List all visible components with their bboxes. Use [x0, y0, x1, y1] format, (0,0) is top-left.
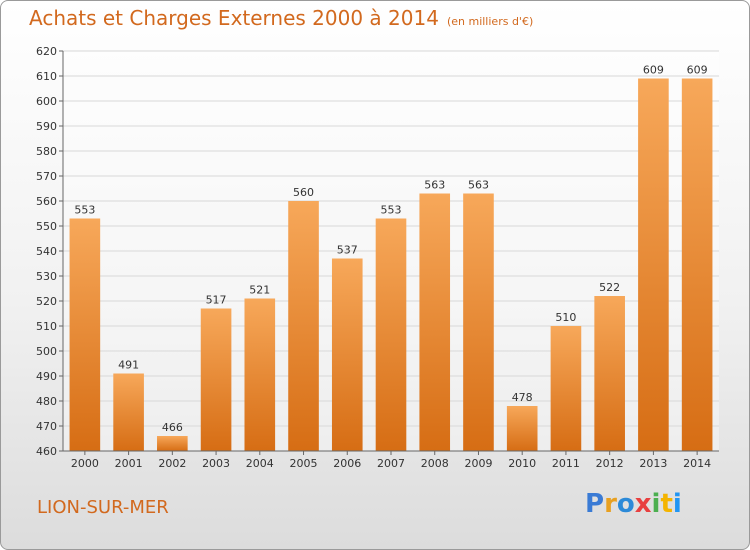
y-tick-label: 550: [36, 220, 57, 233]
bar-2009: [463, 193, 494, 451]
bar-2011: [550, 326, 582, 451]
data-label: 560: [293, 186, 314, 199]
x-tick-label: 2010: [508, 457, 536, 470]
bar-2007: [375, 218, 407, 451]
bar-2000: [69, 218, 101, 451]
y-tick-label: 570: [36, 170, 57, 183]
x-tick-label: 2012: [596, 457, 624, 470]
y-tick-label: 480: [36, 395, 57, 408]
y-tick-label: 510: [36, 320, 57, 333]
bar-2010: [506, 406, 538, 451]
y-tick-label: 620: [36, 45, 57, 58]
proxiti-logo[interactable]: Proxiti: [585, 489, 682, 519]
logo-letter: t: [660, 489, 673, 519]
data-label: 478: [512, 391, 533, 404]
bar-2001: [113, 373, 144, 451]
x-tick-label: 2009: [464, 457, 492, 470]
data-label: 553: [381, 204, 402, 217]
x-tick-label: 2014: [683, 457, 711, 470]
axes: 460 470 480 490 500 510 520 530 540 550 560 570 580 5…: [36, 45, 719, 470]
data-label: 563: [468, 179, 489, 192]
y-tick-label: 500: [36, 345, 57, 358]
data-label: 521: [249, 284, 270, 297]
y-tick-label: 580: [36, 145, 57, 158]
logo-letter: o: [616, 489, 635, 519]
y-tick-label: 610: [36, 70, 57, 83]
bar-2006: [331, 258, 363, 451]
x-tick-label: 2013: [639, 457, 667, 470]
bar-2005: [288, 201, 319, 451]
y-tick-label: 560: [36, 195, 57, 208]
data-label: 510: [555, 311, 576, 324]
data-label: 553: [74, 204, 95, 217]
x-tick-label: 2000: [71, 457, 99, 470]
data-label: 491: [118, 359, 139, 372]
logo-letter: P: [585, 489, 605, 519]
x-tick-label: 2006: [333, 457, 361, 470]
logo-letter: i: [651, 489, 661, 519]
logo-letter: i: [672, 489, 682, 519]
chart-title-text: Achats et Charges Externes 2000 à 2014: [29, 6, 439, 30]
city-name: LION-SUR-MER: [37, 497, 169, 518]
data-label: 517: [206, 294, 227, 307]
data-label: 522: [599, 281, 620, 294]
chart-title: Achats et Charges Externes 2000 à 2014 (e…: [29, 6, 533, 30]
y-tick-label: 590: [36, 120, 57, 133]
x-tick-label: 2007: [377, 457, 405, 470]
x-tick-label: 2003: [202, 457, 230, 470]
bar-2013: [638, 78, 669, 451]
bar-2008: [419, 193, 451, 451]
data-label: 537: [337, 244, 358, 257]
y-tick-label: 460: [36, 445, 57, 458]
bar-2004: [244, 298, 276, 451]
bar-2002: [157, 436, 188, 451]
x-tick-label: 2001: [115, 457, 143, 470]
data-label: 466: [162, 421, 183, 434]
logo-letter: r: [604, 489, 617, 519]
chart-unit: (en milliers d'€): [446, 15, 534, 28]
data-label: 609: [687, 64, 708, 77]
logo-letter: x: [634, 489, 652, 519]
y-tick-label: 540: [36, 245, 57, 258]
x-tick-label: 2005: [290, 457, 318, 470]
y-tick-label: 470: [36, 420, 57, 433]
x-tick-label: 2002: [158, 457, 186, 470]
bar-2003: [200, 308, 232, 451]
y-tick-label: 530: [36, 270, 57, 283]
bars: 553 491 466 517 521 560 537 553 563 563 478 510 522 6…: [69, 64, 713, 451]
bar-2012: [594, 296, 625, 451]
x-tick-label: 2008: [421, 457, 449, 470]
bar-2014: [681, 78, 713, 451]
x-tick-label: 2004: [246, 457, 274, 470]
y-tick-label: 490: [36, 370, 57, 383]
data-label: 609: [643, 64, 664, 77]
y-tick-label: 520: [36, 295, 57, 308]
x-tick-label: 2011: [552, 457, 580, 470]
data-label: 563: [424, 179, 445, 192]
y-tick-label: 600: [36, 95, 57, 108]
